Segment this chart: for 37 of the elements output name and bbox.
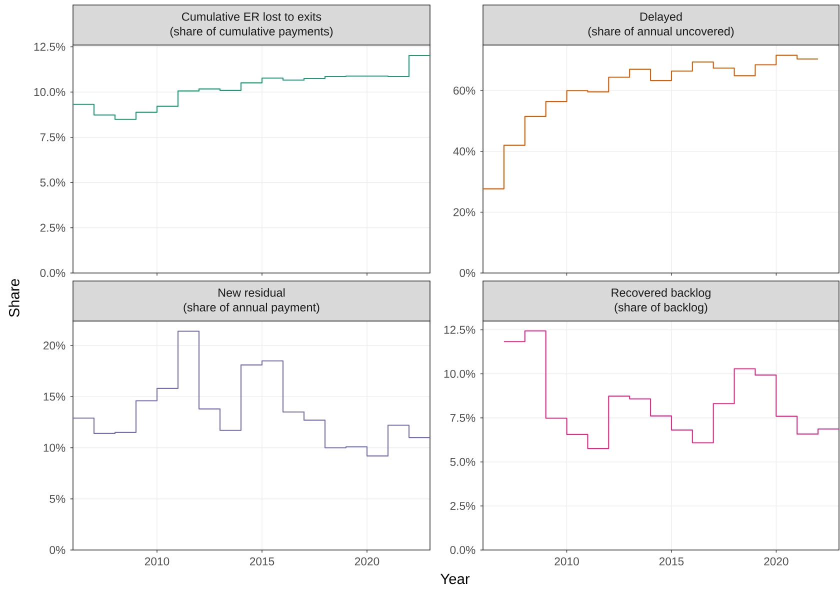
y-tick-label: 20% <box>454 208 476 216</box>
y-tick-label: 20% <box>44 342 66 350</box>
y-tick-label: 10% <box>44 444 66 452</box>
y-tick-label: 2.5% <box>450 502 476 510</box>
y-tick-label: 0% <box>460 268 476 278</box>
chart-subtitle: (share of cumulative payments) <box>170 26 333 38</box>
x-tick-label: 2010 <box>144 557 170 566</box>
y-tick-label: 60% <box>454 86 476 95</box>
y-tick-label: 40% <box>453 147 476 156</box>
y-tick-label: 15% <box>44 392 66 401</box>
x-tick-label: 2015 <box>250 557 274 566</box>
x-tick-label: 2020 <box>354 557 380 566</box>
y-axis-title: Share <box>8 279 20 317</box>
chart-title: Recovered backlog <box>612 288 710 300</box>
y-tick-label: 10.0% <box>444 370 476 378</box>
x-tick-label: 2010 <box>554 557 579 566</box>
y-tick-label: 5.0% <box>450 458 476 466</box>
x-tick-label: 2015 <box>659 557 684 566</box>
chart-title: Delayed <box>640 12 682 24</box>
y-tick-label: 0% <box>50 546 66 554</box>
y-tick-label: 2.5% <box>40 224 66 232</box>
y-tick-label: 7.5% <box>40 133 66 142</box>
y-tick-label: 5% <box>50 494 66 503</box>
chart-subtitle: (share of annual payment) <box>184 302 320 314</box>
x-axis-title: Year <box>440 574 470 584</box>
y-tick-label: 12.5% <box>444 326 476 334</box>
chart-title: Cumulative ER lost to exits <box>182 12 322 21</box>
y-tick-label: 7.5% <box>450 414 476 422</box>
y-tick-label: 0.0% <box>450 546 476 554</box>
y-tick-label: 10.0% <box>34 88 66 96</box>
chart-subtitle: (share of backlog) <box>614 302 708 314</box>
y-tick-label: 12.5% <box>34 42 66 51</box>
chart-subtitle: (share of annual uncovered) <box>588 26 734 38</box>
chart-title: New residual <box>218 288 285 297</box>
y-tick-label: 0.0% <box>40 268 66 278</box>
y-tick-label: 5.0% <box>40 178 66 187</box>
x-tick-label: 2020 <box>764 557 788 566</box>
